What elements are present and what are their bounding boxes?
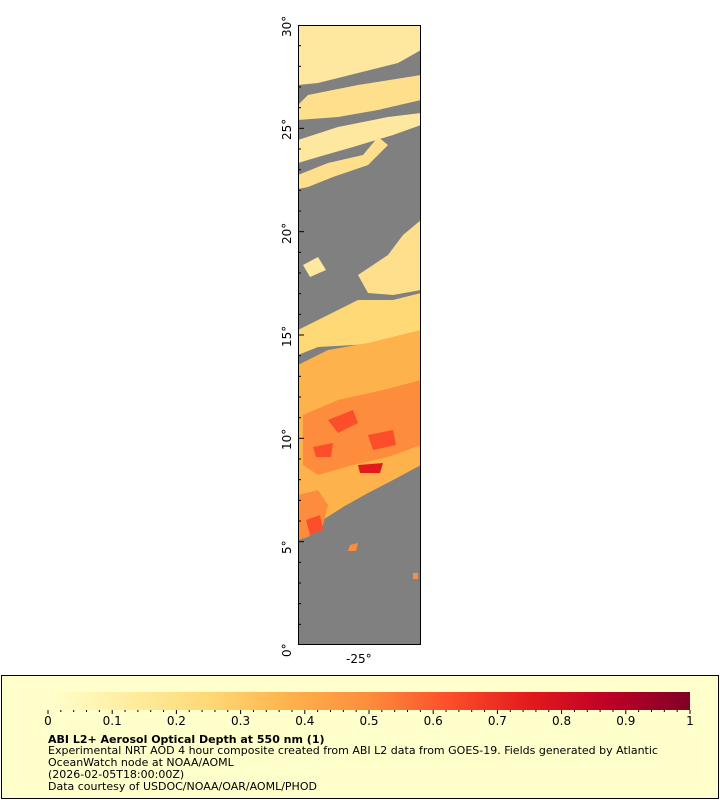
colorbar-tick-label: 0.6 [423, 714, 443, 728]
latitude-tick-label: 25° [280, 119, 294, 141]
colorbar-tick-label: 0.4 [295, 714, 315, 728]
legend-credit: Data courtesy of USDOC/NOAA/OAR/AOML/PHO… [48, 780, 317, 793]
latitude-tick-label: 5° [280, 540, 294, 554]
aod-low-band-north [298, 75, 421, 120]
aod-map-plot [298, 25, 421, 645]
map-border [298, 25, 421, 645]
colorbar-tick-label: 1 [686, 714, 694, 728]
aod-patch [413, 573, 418, 579]
colorbar-tick-label: 0.8 [552, 714, 572, 728]
longitude-tick-label: -25° [346, 652, 372, 666]
latitude-tick-label: 10° [280, 429, 294, 451]
legend-title: ABI L2+ Aerosol Optical Depth at 550 nm … [48, 733, 325, 746]
aod-plume-core [303, 380, 421, 475]
colorbar-tick-label: 0.9 [616, 714, 636, 728]
aod-plume-hotspot [368, 430, 396, 450]
legend-timestamp: (2026-02-05T18:00:00Z) [48, 768, 185, 781]
colorbar-tick-label: 0.3 [231, 714, 251, 728]
colorbar-tick-label: 0.2 [166, 714, 186, 728]
colorbar-tick-label: 0.7 [487, 714, 507, 728]
aod-map [298, 25, 421, 645]
latitude-tick-label: 30° [280, 15, 294, 37]
aod-plume-hotspot [358, 463, 383, 473]
latitude-tick-label: 20° [280, 222, 294, 244]
aod-patch [348, 543, 358, 551]
colorbar-tick-label: 0.1 [102, 714, 122, 728]
aod-plume-hotspot [313, 443, 333, 457]
latitude-tick-label: 0° [280, 643, 294, 657]
aod-low-band-north [298, 113, 421, 163]
aod-patch [303, 257, 326, 277]
legend-description-line2: OceanWatch node at NOAA/AOML [48, 756, 234, 769]
legend-description-line1: Experimental NRT AOD 4 hour composite cr… [48, 744, 658, 757]
colorbar [47, 692, 691, 714]
aod-low-band-north [298, 25, 421, 85]
colorbar-gradient [48, 692, 690, 710]
aod-plume-south [306, 515, 323, 535]
colorbar-tick-label: 0.5 [359, 714, 379, 728]
colorbar-tick-label: 0 [44, 714, 52, 728]
legend-panel: 0 0.1 0.2 0.3 0.4 0.5 0.6 0.7 0.8 0.9 1 ABI L2+ Ae… [1, 675, 719, 799]
aod-low-band-north [298, 137, 388, 189]
aod-patch [358, 220, 421, 295]
latitude-tick-label: 15° [280, 325, 294, 347]
aod-plume-hotspot [328, 410, 358, 433]
aod-plume-south [298, 490, 328, 540]
